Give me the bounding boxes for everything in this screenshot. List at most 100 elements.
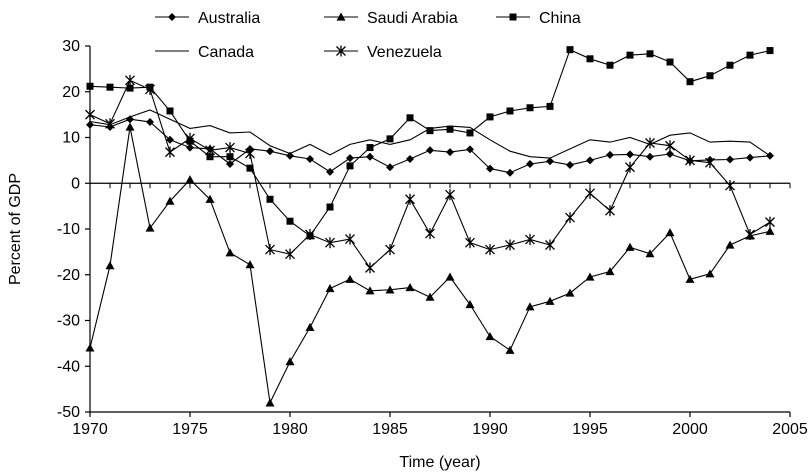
y-tick-label: -30: [57, 313, 80, 330]
data-point-australia: [646, 152, 654, 161]
y-tick-label: 30: [62, 38, 80, 55]
data-point-saudi-arabia: [685, 274, 695, 283]
x-tick-label: 1980: [272, 421, 308, 438]
data-point-venezuela: [705, 157, 715, 169]
data-point-china: [666, 58, 674, 66]
data-point-saudi-arabia: [225, 248, 235, 257]
legend-label: Saudi Arabia: [367, 10, 458, 27]
data-point-saudi-arabia: [105, 261, 115, 270]
data-point-saudi-arabia: [265, 398, 275, 407]
data-point-venezuela: [645, 137, 655, 149]
data-point-venezuela: [365, 262, 375, 274]
data-point-venezuela: [485, 244, 495, 256]
data-point-china: [486, 113, 494, 121]
y-tick-label: -20: [57, 267, 80, 284]
data-point-venezuela: [605, 205, 615, 217]
data-point-australia: [446, 148, 454, 157]
legend-marker: [336, 12, 346, 21]
data-point-australia: [506, 168, 514, 177]
data-point-australia: [306, 155, 314, 164]
x-tick-label: 1975: [172, 421, 208, 438]
data-point-saudi-arabia: [285, 357, 295, 366]
data-point-china: [166, 107, 174, 115]
legend-item-australia: Australia: [155, 10, 260, 27]
data-point-australia: [226, 160, 234, 169]
data-point-saudi-arabia: [645, 249, 655, 258]
data-point-china: [726, 61, 734, 69]
data-point-saudi-arabia: [165, 196, 175, 205]
data-point-australia: [746, 153, 754, 162]
data-point-china: [606, 61, 614, 69]
data-point-china: [646, 50, 654, 58]
data-point-australia: [426, 146, 434, 155]
data-point-china: [266, 195, 274, 203]
data-point-venezuela: [225, 142, 235, 154]
data-point-china: [366, 144, 374, 152]
data-point-china: [406, 114, 414, 122]
data-point-china: [466, 129, 474, 137]
axes: [89, 46, 790, 413]
data-point-venezuela: [345, 233, 355, 245]
data-point-australia: [126, 115, 134, 124]
data-point-china: [326, 203, 334, 211]
legend-label: Venezuela: [367, 44, 442, 61]
data-point-saudi-arabia: [385, 285, 395, 294]
data-point-venezuela: [425, 228, 435, 240]
data-point-venezuela: [165, 146, 175, 158]
data-point-china: [526, 104, 534, 112]
data-point-china: [386, 135, 394, 143]
data-point-australia: [546, 157, 554, 166]
data-point-china: [286, 217, 294, 225]
data-point-australia: [386, 163, 394, 172]
x-tick-label: 1970: [72, 421, 108, 438]
series-line-saudi-arabia: [89, 126, 771, 405]
data-point-china: [226, 153, 234, 161]
data-point-china: [746, 51, 754, 59]
data-point-australia: [766, 151, 774, 160]
data-point-saudi-arabia: [545, 296, 555, 305]
ticks: -50 -40 -30 -20 -10 0 10 20 30 1970 1975 1980 1985 19…: [57, 38, 808, 438]
data-point-saudi-arabia: [145, 223, 155, 232]
data-point-australia: [286, 151, 294, 160]
data-point-australia: [526, 160, 534, 169]
data-point-australia: [666, 149, 674, 158]
x-tick-label: 1985: [372, 421, 408, 438]
data-point-venezuela: [665, 140, 675, 152]
data-point-saudi-arabia: [585, 272, 595, 281]
series-line-venezuela: [89, 79, 771, 269]
data-point-saudi-arabia: [425, 292, 435, 301]
data-point-china: [506, 107, 514, 115]
data-point-australia: [486, 164, 494, 173]
data-point-china: [126, 84, 134, 92]
x-tick-label: 1990: [472, 421, 508, 438]
data-point-china: [586, 55, 594, 63]
legend-marker: [336, 45, 346, 57]
data-point-saudi-arabia: [245, 260, 255, 269]
data-point-china: [626, 51, 634, 59]
data-point-australia: [406, 155, 414, 164]
data-point-saudi-arabia: [765, 226, 775, 235]
data-point-venezuela: [405, 193, 415, 205]
series-markers: [85, 46, 775, 407]
data-point-saudi-arabia: [185, 175, 195, 184]
y-tick-label: -10: [57, 221, 80, 238]
data-point-venezuela: [245, 148, 255, 160]
data-point-venezuela: [585, 187, 595, 199]
data-point-australia: [566, 160, 574, 169]
data-point-venezuela: [305, 228, 315, 240]
data-point-australia: [266, 147, 274, 156]
data-point-venezuela: [505, 239, 515, 251]
data-point-venezuela: [185, 132, 195, 144]
data-point-saudi-arabia: [125, 122, 135, 131]
data-point-saudi-arabia: [485, 332, 495, 341]
data-point-australia: [166, 135, 174, 144]
legend-item-canada: Canada: [155, 44, 254, 61]
data-point-china: [686, 78, 694, 86]
data-point-saudi-arabia: [525, 302, 535, 311]
y-tick-label: -40: [57, 358, 80, 375]
data-point-china: [446, 125, 454, 133]
data-point-venezuela: [325, 237, 335, 249]
data-point-saudi-arabia: [625, 242, 635, 251]
data-point-australia: [606, 150, 614, 159]
data-point-saudi-arabia: [465, 299, 475, 309]
